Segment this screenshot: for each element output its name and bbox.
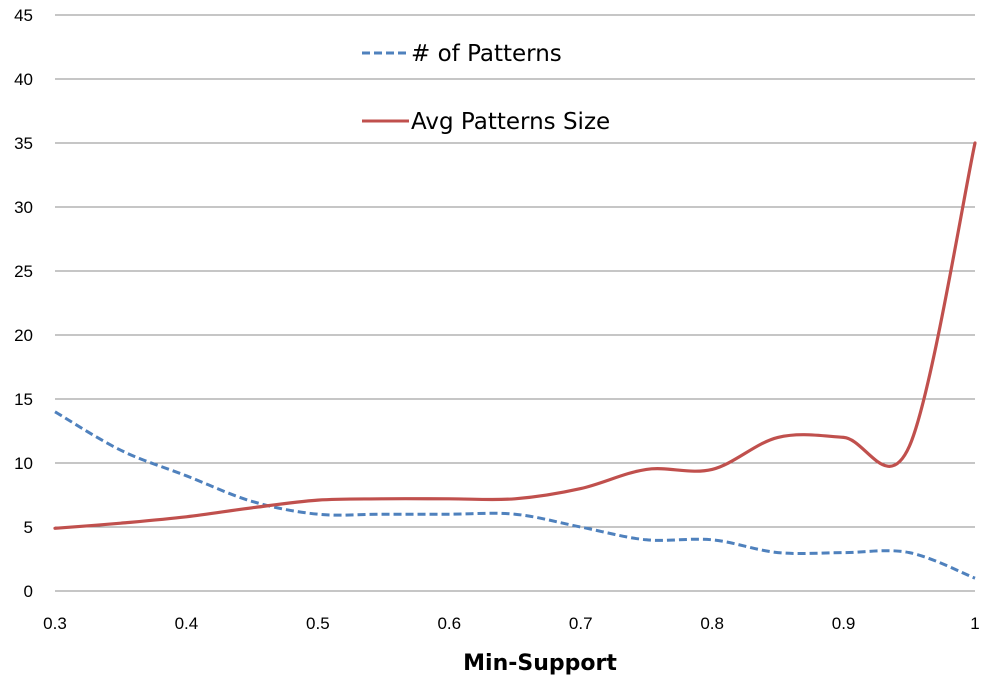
y-tick-label: 15	[14, 390, 33, 409]
x-tick-label: 0.9	[832, 614, 856, 633]
legend-item-patterns: # of Patterns	[362, 41, 562, 67]
y-tick-label: 10	[14, 454, 33, 473]
y-tick-label: 35	[14, 134, 33, 153]
x-tick-label: 0.4	[175, 614, 199, 633]
x-tick-label: 1	[970, 614, 979, 633]
x-tick-label: 0.3	[43, 614, 67, 633]
y-tick-label: 0	[24, 582, 33, 601]
series-line-avg-size	[53, 141, 977, 530]
x-tick-label: 0.6	[437, 614, 461, 633]
y-tick-label: 45	[14, 6, 33, 25]
legend-item-avg-size: Avg Patterns Size	[362, 109, 610, 135]
x-tick-label: 0.8	[700, 614, 724, 633]
y-axis-tick-labels: 0 5 10 15 20 25 30 35 40 45	[14, 6, 33, 601]
y-tick-label: 30	[14, 198, 33, 217]
x-axis-tick-labels: 0.3 0.4 0.5 0.6 0.7 0.8 0.9 1	[43, 614, 980, 633]
legend: # of Patterns Avg Patterns Size	[362, 41, 610, 135]
legend-label-avg-size: Avg Patterns Size	[411, 109, 610, 135]
y-tick-label: 25	[14, 262, 33, 281]
series-line-patterns	[54, 410, 976, 580]
x-tick-label: 0.5	[306, 614, 330, 633]
legend-label-patterns: # of Patterns	[411, 41, 562, 67]
series-layer	[53, 141, 977, 580]
y-tick-label: 40	[14, 70, 33, 89]
x-tick-label: 0.7	[569, 614, 593, 633]
y-tick-label: 20	[14, 326, 33, 345]
gridlines	[55, 14, 975, 528]
y-tick-label: 5	[24, 518, 33, 537]
x-axis-title: Min-Support	[463, 651, 617, 676]
